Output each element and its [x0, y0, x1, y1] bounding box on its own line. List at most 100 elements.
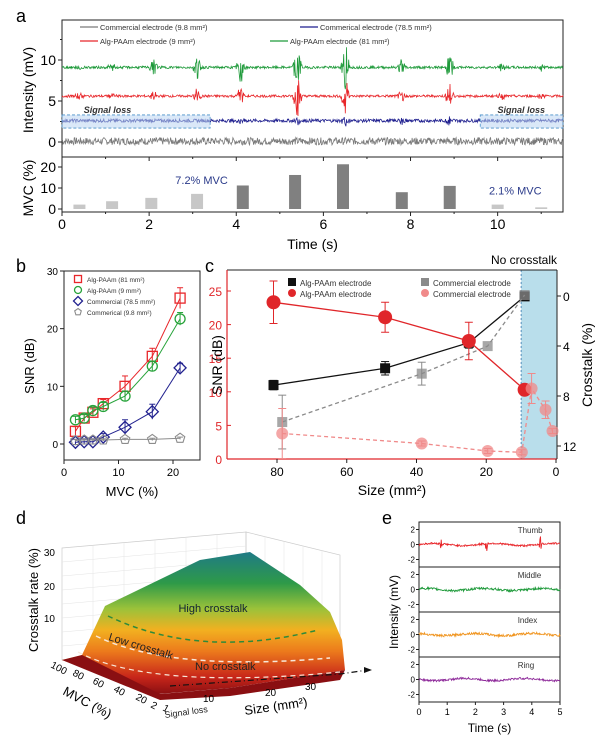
x-tick-label: 10	[490, 216, 506, 232]
marker-pentagon	[97, 434, 109, 445]
legend-marker	[288, 278, 296, 286]
bar	[443, 185, 456, 209]
x-tick-label: 0	[416, 707, 421, 717]
marker-circle	[525, 382, 538, 395]
chart-title: No crosstalk	[491, 253, 558, 267]
x-tick-label: 1	[445, 707, 450, 717]
x-axis-label: Time (s)	[468, 721, 512, 735]
marker-diamond	[173, 360, 188, 375]
x-axis-label: MVC (%)	[106, 484, 159, 499]
trace-ring	[418, 676, 561, 683]
y-tick-label: 2	[411, 526, 416, 535]
y-tick-label: 100	[49, 660, 69, 678]
region-label-none: No crosstalk	[195, 661, 256, 673]
marker-pentagon	[87, 434, 99, 445]
marker-circle	[78, 412, 90, 424]
z-tick-label: 20	[44, 582, 56, 593]
marker-pentagon	[174, 432, 186, 443]
grid-line	[61, 545, 247, 563]
bar	[106, 201, 119, 209]
x-tick-label: 20	[480, 465, 494, 479]
y2-tick-label: 4	[563, 340, 570, 354]
y-tick-label: 2	[411, 661, 416, 670]
x-axis-label: Time (s)	[287, 236, 338, 252]
y-tick-label: 0	[48, 134, 56, 150]
y-tick-label: -2	[408, 646, 416, 655]
marker-circle	[69, 414, 82, 426]
marker-circle	[515, 446, 528, 459]
trace-2	[61, 80, 564, 117]
y-tick-label: 5	[215, 419, 222, 433]
finger-label: Ring	[518, 661, 534, 670]
marker-circle	[87, 404, 99, 417]
x-tick-label: 0	[553, 465, 560, 479]
marker-square	[482, 341, 493, 352]
fit-line-1	[281, 294, 526, 423]
marker-square	[416, 368, 427, 379]
panel-label-a: a	[16, 6, 27, 26]
panel-b-snr-vs-mvc: 0 10 20 30 0 10 20 MVC (%) SNR (dB) Alg-PAAm (81 …	[22, 267, 201, 499]
marker-circle	[266, 295, 281, 310]
y-tick-label: 5	[48, 93, 56, 109]
marker-circle	[546, 425, 559, 437]
z-axis-label: Crosstalk rate (%)	[26, 548, 41, 652]
y2-axis-label: Crosstalk (%)	[579, 323, 595, 407]
y-tick-label: 15	[209, 352, 223, 366]
marker-circle	[481, 445, 494, 457]
y-tick-label: 10	[40, 180, 56, 196]
x-tick-label: 4	[232, 216, 240, 232]
mvc-annotation: 2.1% MVC	[489, 185, 542, 197]
trace-middle	[418, 586, 561, 593]
y-tick-label: 10	[47, 382, 59, 393]
panel-label-e: e	[382, 508, 392, 528]
legend-entry: Commerical electrode (78.5 mm²)	[320, 23, 432, 32]
y-tick-label: 0	[411, 631, 416, 640]
x-tick-label: 4	[529, 707, 534, 717]
marker-square	[380, 363, 391, 374]
y-tick-label: 1	[161, 703, 171, 716]
legend-entry: Commercial electrode (9.8 mm²)	[100, 23, 208, 32]
bar	[289, 174, 302, 209]
y-tick-label: -2	[408, 556, 416, 565]
marker-circle	[378, 310, 393, 325]
y-tick-label: 0	[52, 440, 58, 451]
x-tick-label: 80	[270, 465, 284, 479]
y-tick-label: 0	[48, 201, 56, 217]
bar	[535, 207, 548, 209]
y-tick-label: 20	[209, 319, 223, 333]
y-tick-label: 20	[134, 692, 149, 707]
region-label-high: High crosstalk	[178, 603, 248, 615]
x-tick-label: 3	[501, 707, 506, 717]
y-tick-label: 80	[71, 668, 86, 683]
bar	[491, 204, 504, 209]
y-tick-label: 0	[411, 541, 416, 550]
marker-circle	[461, 334, 476, 348]
trace-index	[418, 631, 561, 639]
signal-loss-label: Signal loss	[84, 105, 132, 115]
legend-marker	[421, 278, 429, 286]
trace-3	[61, 47, 564, 90]
y-tick-label: 0	[411, 586, 416, 595]
x-tick-label: 10	[203, 694, 215, 705]
legend-entry: Commercial (78.5 mm²)	[87, 299, 155, 306]
trace-thumb	[418, 536, 561, 551]
z-tick-label: 30	[44, 548, 56, 559]
signal-loss-box	[479, 114, 564, 129]
bar	[336, 164, 349, 209]
y-tick-label: 2	[149, 700, 159, 713]
legend-entry: Alg-PAAm (9 mm²)	[87, 288, 141, 295]
x-tick-label: 10	[112, 467, 124, 479]
x-tick-label: 30	[305, 682, 317, 693]
bar	[236, 185, 249, 209]
marker-circle	[539, 403, 552, 416]
bar	[395, 192, 408, 209]
marker-diamond	[72, 295, 84, 307]
legend-entry: Commerical (9.8 mm²)	[87, 310, 152, 317]
panel-label-b: b	[16, 256, 26, 276]
x-tick-label: 6	[319, 216, 327, 232]
signal-loss-box	[61, 114, 211, 129]
plot-frame	[61, 156, 564, 213]
